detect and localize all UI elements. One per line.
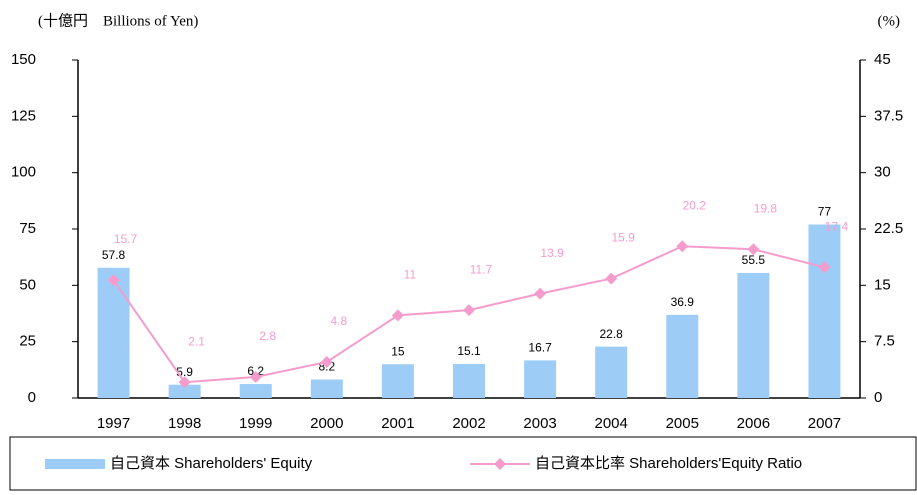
legend-swatch xyxy=(45,459,105,469)
x-tick-label: 2001 xyxy=(381,415,414,432)
line-marker xyxy=(107,274,120,287)
x-tick-label: 2002 xyxy=(452,415,485,432)
bar xyxy=(239,384,272,398)
bar xyxy=(808,224,841,398)
y-tick-label: 100 xyxy=(11,164,36,181)
y2-axis-label: (%) xyxy=(878,13,901,29)
y2-tick-label: 22.5 xyxy=(874,220,903,237)
line-marker xyxy=(747,243,760,256)
legend-box xyxy=(9,436,917,491)
y2-tick-label: 0 xyxy=(874,389,882,406)
bar-value-label: 16.7 xyxy=(528,341,552,355)
line-marker xyxy=(178,376,191,389)
x-tick-label: 1998 xyxy=(168,415,201,432)
line-value-label: 13.9 xyxy=(540,246,564,260)
x-tick-label: 2007 xyxy=(808,415,841,432)
line-value-label: 15.9 xyxy=(612,231,636,245)
x-tick-label: 1997 xyxy=(97,415,130,432)
bar-value-label: 15.1 xyxy=(457,344,481,358)
bar xyxy=(595,346,628,398)
bar xyxy=(168,384,201,398)
bar-value-label: 15 xyxy=(391,344,405,358)
y-tick-label: 25 xyxy=(19,333,36,350)
line-value-label: 4.8 xyxy=(330,314,347,328)
legend-label: 自己資本 Shareholders' Equity xyxy=(110,455,313,472)
line-value-label: 15.7 xyxy=(114,232,138,246)
bar xyxy=(310,379,343,398)
line-value-label: 11 xyxy=(404,268,417,282)
y-tick-label: 50 xyxy=(19,276,36,293)
y2-tick-label: 45 xyxy=(874,51,891,68)
bar-value-label: 57.8 xyxy=(102,248,126,262)
y-tick-label: 125 xyxy=(11,107,36,124)
bar xyxy=(97,267,130,398)
line-value-label: 17.4 xyxy=(825,219,849,233)
x-tick-label: 1999 xyxy=(239,415,272,432)
bar xyxy=(666,314,699,398)
x-tick-label: 2004 xyxy=(594,415,627,432)
y-tick-label: 150 xyxy=(11,51,36,68)
y-axis-label: (十億円 Billions of Yen) xyxy=(38,12,198,29)
line-marker xyxy=(249,370,262,383)
bar-value-label: 77 xyxy=(818,205,832,219)
line-value-label: 19.8 xyxy=(754,201,778,215)
line-marker xyxy=(605,272,618,285)
y2-tick-label: 37.5 xyxy=(874,107,903,124)
y-tick-label: 75 xyxy=(19,220,36,237)
bar-value-label: 55.5 xyxy=(742,253,766,267)
bar xyxy=(453,363,485,398)
line-marker xyxy=(391,309,404,322)
line-marker xyxy=(818,261,831,274)
y2-tick-label: 15 xyxy=(874,276,891,293)
y-tick-label: 0 xyxy=(28,389,36,406)
line-marker xyxy=(676,240,689,253)
bar xyxy=(737,272,770,398)
bar-value-label: 36.9 xyxy=(671,295,695,309)
y2-tick-label: 7.5 xyxy=(874,333,895,350)
bar xyxy=(524,360,557,398)
bar-value-label: 22.8 xyxy=(600,327,624,341)
line-marker xyxy=(534,287,547,300)
x-tick-label: 2006 xyxy=(737,415,770,432)
y2-tick-label: 30 xyxy=(874,164,891,181)
x-tick-label: 2000 xyxy=(310,415,343,432)
line-marker xyxy=(463,304,475,317)
line-value-label: 11.7 xyxy=(470,262,493,276)
line-value-label: 2.1 xyxy=(188,334,205,348)
line-marker xyxy=(320,355,333,368)
x-tick-label: 2003 xyxy=(523,415,556,432)
line-value-label: 2.8 xyxy=(259,329,276,343)
bar xyxy=(381,364,414,398)
legend-marker xyxy=(494,458,506,470)
x-tick-label: 2005 xyxy=(666,415,699,432)
legend-label: 自己資本比率 Shareholders'Equity Ratio xyxy=(535,455,802,472)
line-value-label: 20.2 xyxy=(683,198,707,212)
